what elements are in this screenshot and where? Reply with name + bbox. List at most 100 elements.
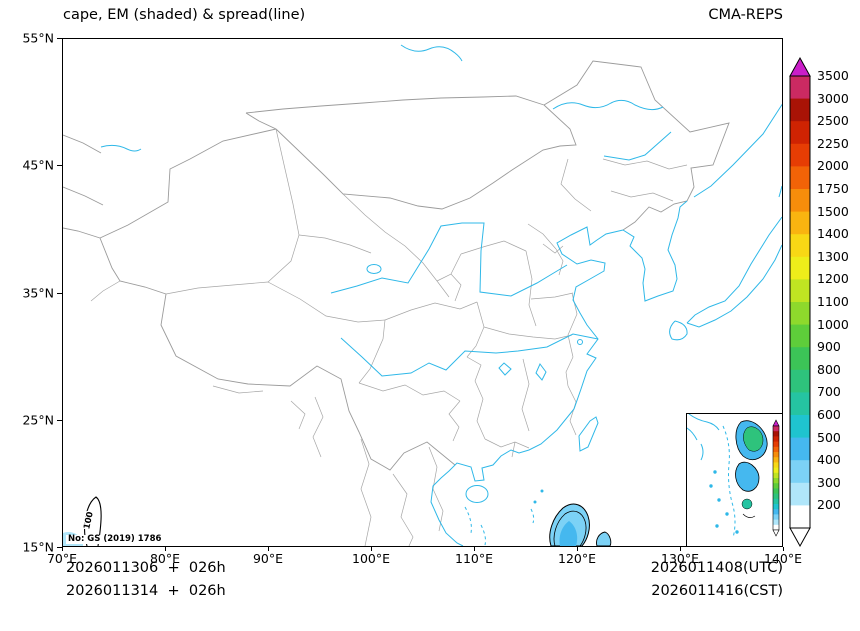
- x-tick-label: 80°E: [149, 551, 181, 566]
- colorbar-label: 1500: [817, 203, 849, 219]
- x-tick-label: 110°E: [454, 551, 494, 566]
- colorbar-band: [773, 514, 779, 521]
- y-tick-mark: [57, 38, 62, 39]
- colorbar-band: [790, 482, 810, 506]
- x-tick-mark: [783, 547, 784, 551]
- colorbar-label: 200: [817, 497, 841, 513]
- scs-island: [540, 489, 544, 493]
- colorbar-band: [773, 488, 779, 495]
- x-tick-mark: [680, 547, 681, 551]
- colorbar-arrow: [772, 419, 780, 427]
- colorbar-band: [790, 505, 810, 529]
- colorbar-band: [773, 524, 779, 531]
- china-coastline: [430, 226, 624, 546]
- y-tick-mark: [57, 419, 62, 421]
- colorbar-label: 900: [817, 338, 841, 354]
- x-tick-mark: [268, 547, 269, 551]
- colorbar-band: [773, 441, 779, 448]
- province-borders: [90, 128, 688, 546]
- songhua-river: [603, 131, 672, 161]
- colorbar-band: [773, 426, 779, 432]
- colorbar-band: [790, 369, 810, 393]
- x-tick-mark: [62, 547, 63, 551]
- colorbar-band: [790, 415, 810, 439]
- south-china-sea-inset: [686, 413, 782, 546]
- x-tick-label: 70°E: [46, 551, 78, 566]
- colorbar-label: 300: [817, 474, 841, 490]
- colorbar-label: 800: [817, 361, 841, 377]
- x-tick-label: 90°E: [252, 551, 284, 566]
- colorbar-label: 2500: [817, 112, 849, 128]
- colorbar-label: 1300: [817, 248, 849, 264]
- colorbar-band: [773, 504, 779, 510]
- scs-dashed-boundary: [464, 506, 535, 546]
- y-tick-label: 15°N: [22, 539, 54, 555]
- colorbar-band: [773, 452, 779, 458]
- colorbar-band: [790, 234, 810, 258]
- colorbar-band: [790, 166, 810, 190]
- y-tick-label: 45°N: [22, 157, 54, 173]
- y-tick-label: 35°N: [22, 285, 54, 300]
- colorbar-band: [773, 519, 779, 526]
- colorbar-label: 3000: [817, 90, 849, 106]
- colorbar-label: 1750: [817, 180, 849, 196]
- colorbar-band: [773, 462, 779, 469]
- colorbar-band: [790, 279, 810, 303]
- china-map-canvas: 100: [63, 44, 782, 546]
- taihu-lake: [577, 339, 583, 345]
- colorbar-band: [790, 256, 810, 280]
- yangtze-river: [340, 333, 599, 377]
- x-tick-mark: [165, 547, 166, 551]
- korea-coastline: [622, 200, 688, 302]
- colorbar-band: [773, 498, 779, 505]
- colorbar-arrow: [772, 529, 780, 537]
- y-tick-mark: [57, 165, 62, 167]
- colorbar-arrow: [789, 527, 811, 548]
- x-tick-mark: [474, 547, 475, 551]
- colorbar-label: 500: [817, 429, 841, 445]
- taiwan-island: [578, 416, 599, 452]
- x-tick-label: 100°E: [351, 551, 391, 566]
- russia-pacific-coast: [693, 103, 782, 198]
- colorbar-band: [773, 478, 779, 484]
- colorbar-band: [790, 302, 810, 326]
- colorbar-band: [790, 324, 810, 348]
- x-tick-label: 130°E: [660, 551, 700, 566]
- y-tick-label: 55°N: [22, 30, 54, 46]
- colorbar-label: 1000: [817, 316, 849, 332]
- y-tick-mark: [57, 547, 62, 548]
- scs-island: [533, 500, 537, 504]
- colorbar-arrow: [789, 56, 811, 77]
- spread-contour-ring: [553, 510, 587, 546]
- colorbar-band: [773, 483, 779, 489]
- init-time-cst-label: 2026011314 + 026h: [66, 583, 226, 599]
- colorbar-band: [790, 121, 810, 145]
- valid-time-utc-label: 2026011408(UTC): [650, 560, 783, 576]
- colorbar-band: [773, 457, 779, 463]
- colorbar-band: [773, 446, 779, 453]
- colorbar-label: 600: [817, 406, 841, 422]
- colorbar-label: 1400: [817, 225, 849, 241]
- colorbar-band: [790, 437, 810, 461]
- x-tick-label: 120°E: [557, 551, 597, 566]
- valid-time-cst-label: 2026011416(CST): [651, 583, 783, 599]
- model-name: CMA-REPS: [708, 7, 783, 23]
- lake-balkhash: [100, 144, 142, 152]
- colorbar-band: [773, 493, 779, 500]
- colorbar-band: [790, 211, 810, 235]
- colorbar-container: [789, 56, 813, 549]
- cape-patch-small: [596, 531, 612, 546]
- colorbar-band: [790, 98, 810, 122]
- y-tick-label: 25°N: [22, 412, 54, 428]
- colorbar-band: [790, 347, 810, 371]
- cape-patch-luzon-inner: [559, 521, 578, 546]
- inset-coastlines: [686, 413, 739, 539]
- japan-coastline: [669, 185, 782, 341]
- colorbar-band: [773, 436, 779, 443]
- x-tick-mark: [577, 547, 578, 551]
- map-plot-area: 100 No: GS (2019) 1786: [62, 38, 783, 547]
- x-tick-label: 140°E: [763, 551, 803, 566]
- colorbar: [772, 419, 780, 537]
- colorbar-label: 3500: [817, 67, 849, 83]
